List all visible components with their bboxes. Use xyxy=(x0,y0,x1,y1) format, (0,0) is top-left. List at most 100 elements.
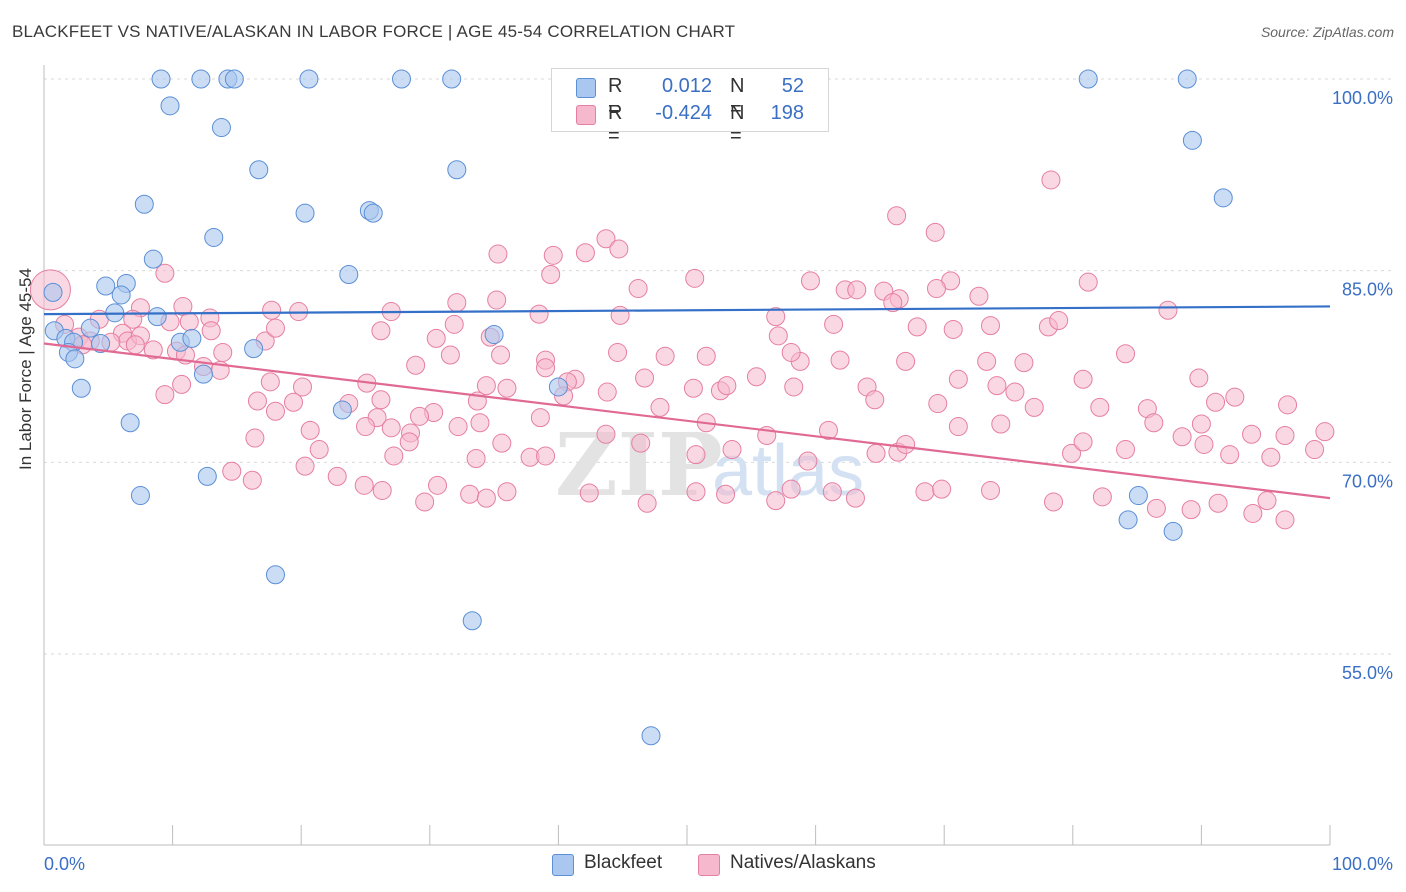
natives-point xyxy=(476,488,496,508)
natives-point xyxy=(746,367,766,387)
blackfeet-point xyxy=(71,378,91,398)
natives-point xyxy=(685,268,705,288)
trend-lines xyxy=(43,305,1331,500)
natives-point xyxy=(292,377,312,397)
natives-point xyxy=(356,417,375,437)
natives-point xyxy=(784,377,804,397)
natives-point xyxy=(822,482,842,502)
natives-point xyxy=(172,374,192,394)
natives-point xyxy=(242,470,262,490)
natives-point xyxy=(222,461,242,481)
blackfeet-point xyxy=(191,69,211,89)
natives-point xyxy=(1090,397,1110,417)
x-tick-label: 100.0% xyxy=(1332,854,1393,874)
blackfeet-point xyxy=(392,69,412,89)
natives-point xyxy=(925,222,945,242)
natives-point xyxy=(265,318,285,338)
natives-point xyxy=(1144,413,1164,433)
blackfeet-point xyxy=(641,726,661,746)
natives-point xyxy=(969,286,989,306)
natives-point xyxy=(907,317,927,337)
gridlines xyxy=(44,78,1392,655)
blackfeet-point xyxy=(332,400,352,420)
natives-point xyxy=(497,378,517,398)
natives-point xyxy=(406,355,426,375)
natives-point xyxy=(1092,487,1112,507)
natives-point xyxy=(830,350,850,370)
natives-point xyxy=(543,245,563,265)
blackfeet-point xyxy=(120,413,140,433)
natives-point xyxy=(798,451,818,471)
natives-point xyxy=(125,335,145,355)
natives-point xyxy=(980,316,1000,336)
blackfeet-point xyxy=(80,318,100,338)
natives-point xyxy=(766,491,786,511)
blackfeet-point xyxy=(130,486,150,506)
natives-point xyxy=(1005,382,1025,402)
natives-point xyxy=(371,321,391,341)
blackfeet-trend-line xyxy=(43,305,1331,316)
natives-point xyxy=(415,492,435,512)
natives-point xyxy=(1275,510,1295,530)
natives-point xyxy=(980,480,1000,500)
natives-point xyxy=(487,290,507,310)
natives-point xyxy=(1078,272,1098,292)
natives-point xyxy=(1189,368,1209,388)
natives-point xyxy=(466,449,486,468)
blackfeet-swatch xyxy=(576,78,596,98)
natives-point xyxy=(818,420,838,440)
stats-legend: R = 0.012 N = 52 R = -0.424 N = 198 xyxy=(551,68,829,147)
natives-point xyxy=(1275,426,1295,445)
natives-point xyxy=(987,376,1007,396)
natives-point xyxy=(1225,387,1245,407)
natives-point xyxy=(381,418,401,438)
blackfeet-point xyxy=(143,249,163,269)
natives-point xyxy=(628,279,648,299)
natives-point xyxy=(201,321,221,341)
natives-point xyxy=(143,340,163,360)
x-tick-label: 0.0% xyxy=(44,854,85,874)
blackfeet-point xyxy=(91,334,111,353)
natives-point xyxy=(327,466,347,486)
blackfeet-point xyxy=(447,160,467,180)
natives-point xyxy=(948,417,968,437)
natives-point xyxy=(768,326,788,346)
natives-point xyxy=(716,484,736,504)
natives-trend-line xyxy=(43,342,1331,500)
natives-point xyxy=(470,413,490,433)
blackfeet-point xyxy=(299,69,319,89)
blackfeet-point xyxy=(193,364,213,384)
natives-point xyxy=(609,239,629,259)
natives-point xyxy=(476,376,496,396)
natives-point xyxy=(1146,498,1166,518)
natives-point xyxy=(1062,443,1082,463)
blackfeet-point xyxy=(442,69,462,89)
natives-point xyxy=(300,420,320,440)
natives-point xyxy=(887,206,907,226)
natives-point xyxy=(896,351,916,371)
natives-point xyxy=(610,305,630,325)
natives-point xyxy=(1116,440,1136,460)
y-tick-label: 85.0% xyxy=(1342,280,1393,300)
natives-point xyxy=(265,401,285,421)
natives-point xyxy=(447,293,467,313)
natives-point xyxy=(1172,427,1192,447)
natives-point xyxy=(1261,447,1281,467)
natives-point xyxy=(354,475,374,495)
natives-point xyxy=(247,391,267,411)
natives-point xyxy=(541,265,561,284)
blackfeet-point xyxy=(1118,510,1138,530)
natives-point xyxy=(766,307,786,327)
natives-point xyxy=(384,446,404,466)
natives-point xyxy=(608,342,628,362)
natives-point xyxy=(530,408,550,428)
natives-point xyxy=(943,319,963,339)
blackfeet-swatch xyxy=(552,854,574,876)
natives-point xyxy=(932,479,952,499)
blackfeet-point xyxy=(160,96,180,116)
chart-title: BLACKFEET VS NATIVE/ALASKAN IN LABOR FOR… xyxy=(12,22,736,41)
natives-point xyxy=(1315,422,1335,442)
blackfeet-point xyxy=(197,466,217,486)
natives-point xyxy=(1191,414,1211,434)
blackfeet-point xyxy=(96,276,116,296)
